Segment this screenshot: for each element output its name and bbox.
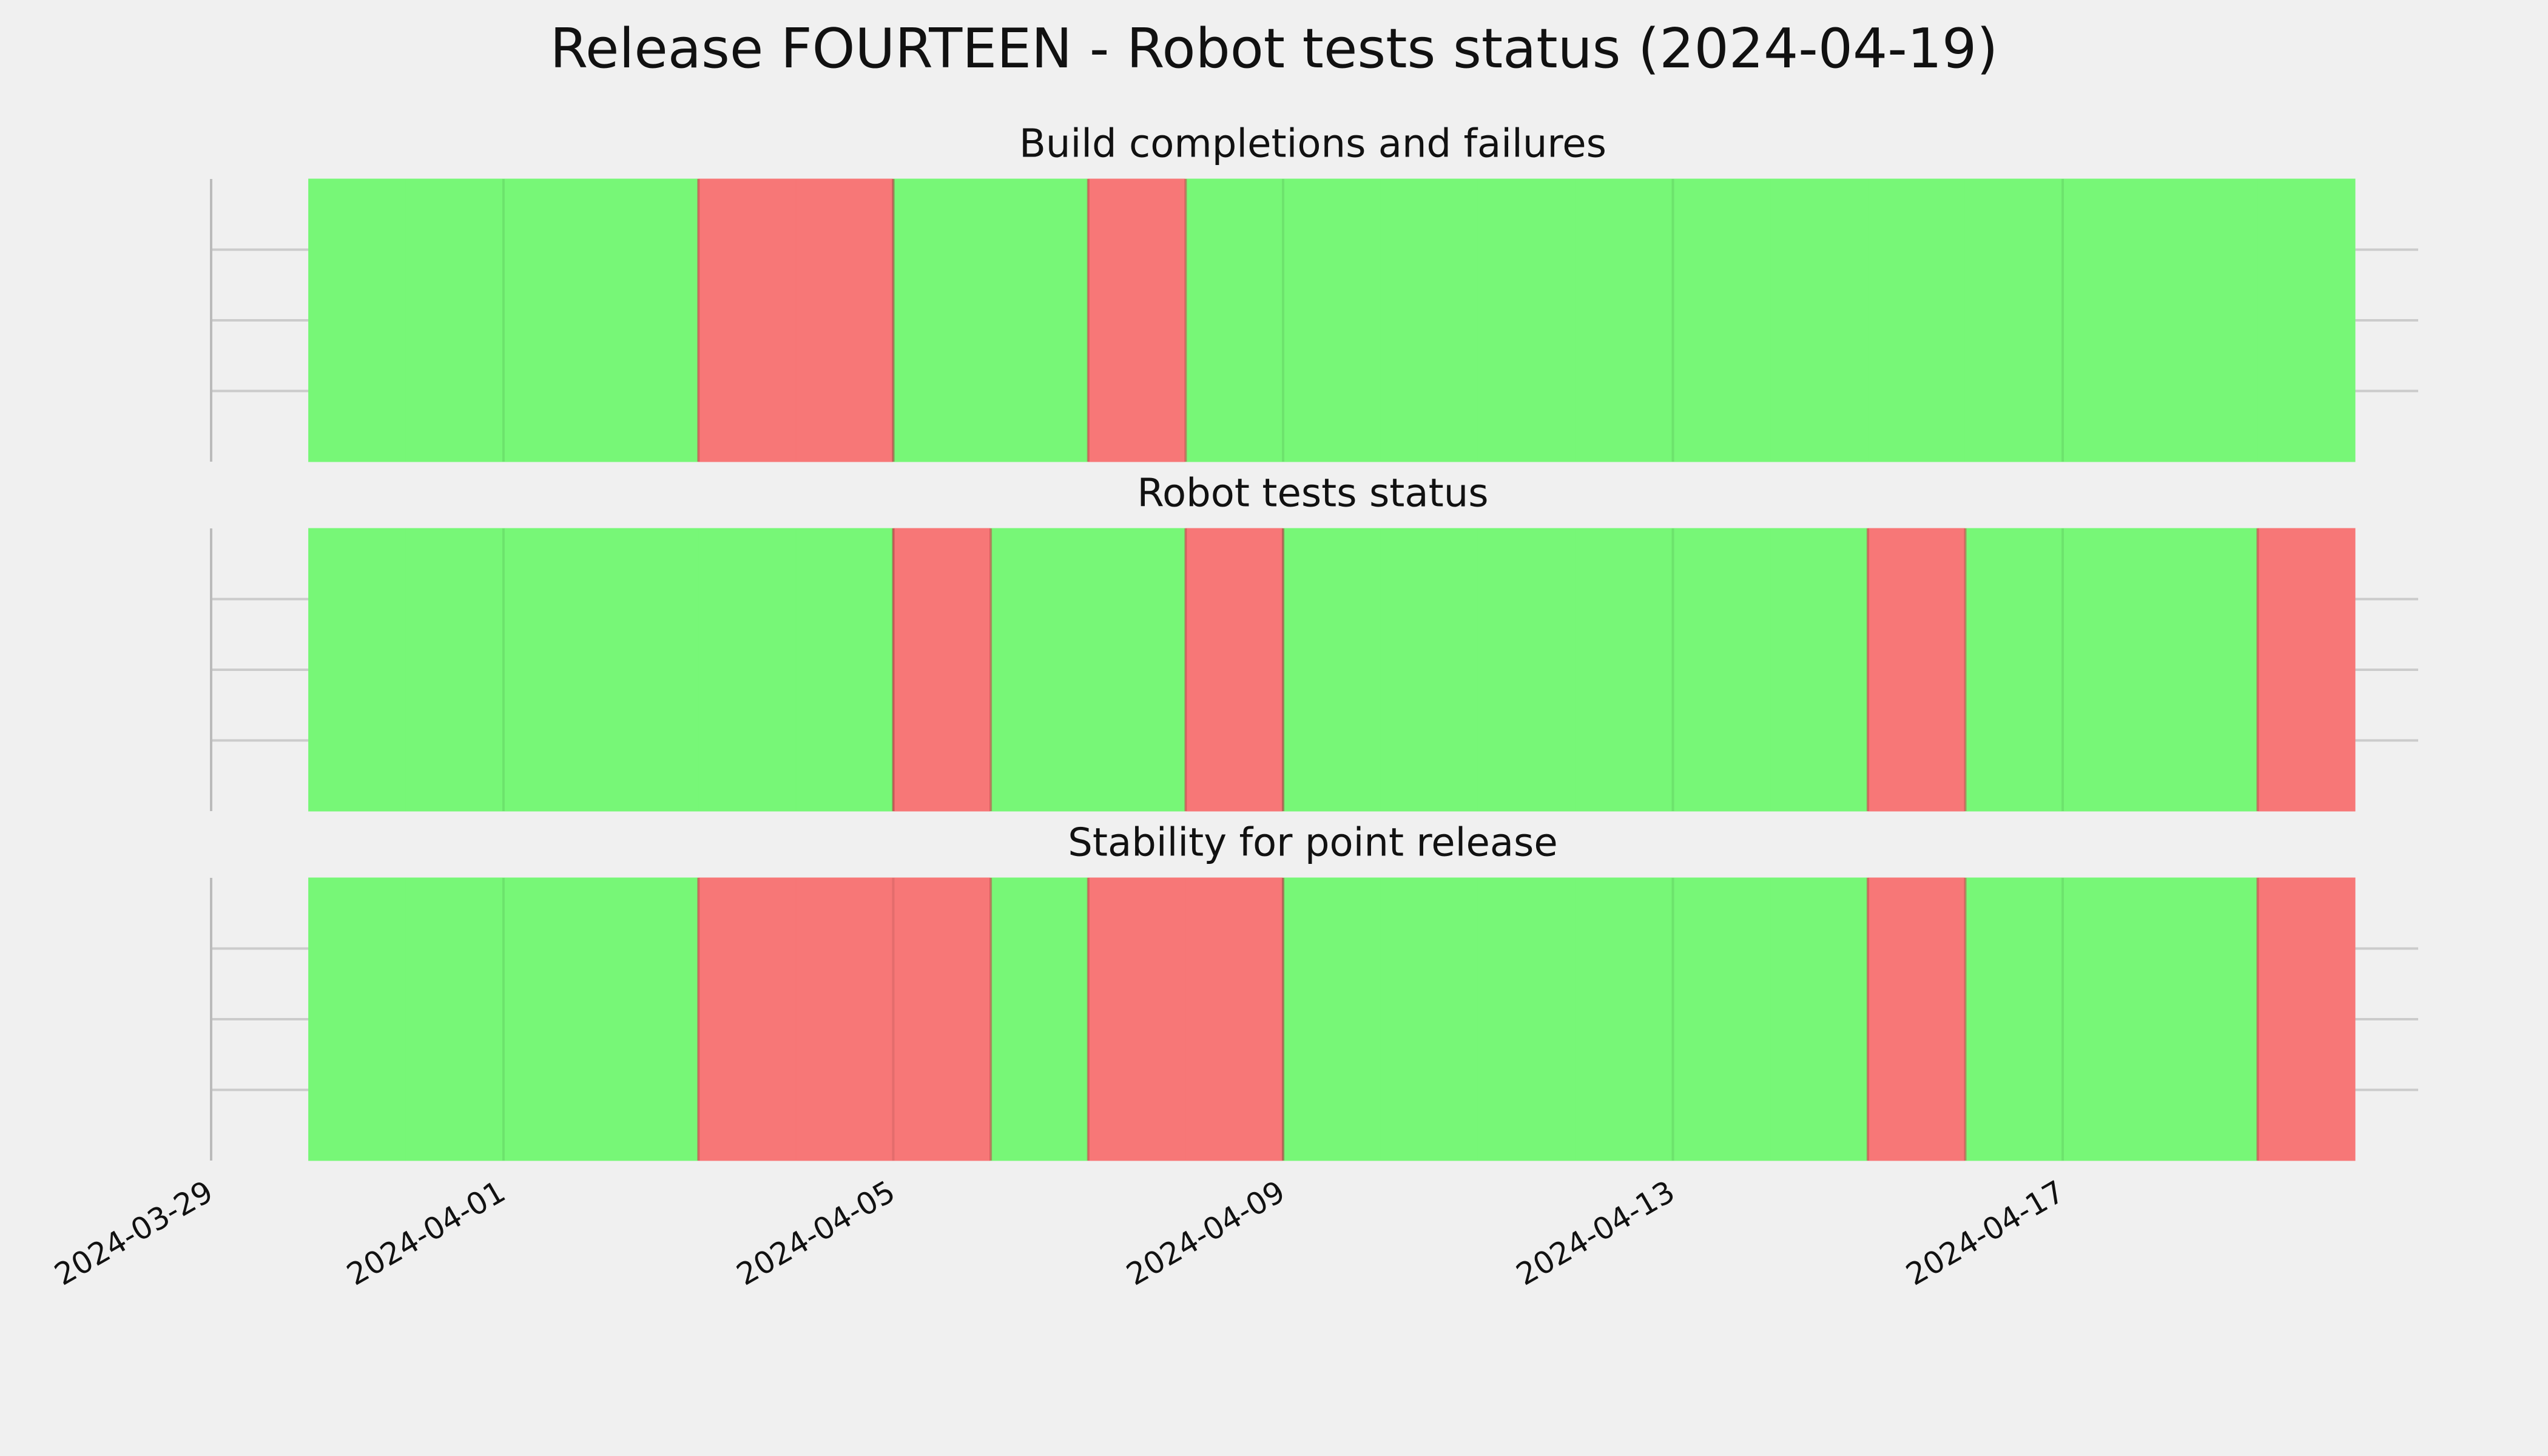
chart-title: Release FOURTEEN - Robot tests status (2… bbox=[550, 17, 1998, 81]
pass-bar bbox=[892, 178, 991, 462]
pass-bar bbox=[1964, 877, 2063, 1161]
fail-bar bbox=[1185, 877, 1284, 1161]
pass-bar bbox=[2160, 877, 2258, 1161]
pass-bar bbox=[1477, 877, 1576, 1161]
pass-bar bbox=[1673, 528, 1771, 812]
pass-bar bbox=[601, 877, 699, 1161]
pass-bar bbox=[405, 528, 504, 812]
fail-bar bbox=[1185, 528, 1284, 812]
pass-bar bbox=[308, 877, 406, 1161]
pass-bar bbox=[1673, 877, 1771, 1161]
pass-bar bbox=[990, 528, 1089, 812]
pass-bar bbox=[1575, 877, 1674, 1161]
pass-bar bbox=[2062, 877, 2161, 1161]
pass-bar bbox=[308, 528, 406, 812]
fail-bar bbox=[2257, 877, 2356, 1161]
fail-bar bbox=[1867, 877, 1966, 1161]
pass-bar bbox=[1867, 178, 1966, 462]
pass-bar bbox=[2160, 528, 2258, 812]
fail-bar bbox=[892, 528, 991, 812]
pass-bar bbox=[503, 877, 602, 1161]
pass-bar bbox=[698, 528, 797, 812]
pass-bar bbox=[601, 528, 699, 812]
fail-bar bbox=[698, 877, 797, 1161]
pass-bar bbox=[1477, 178, 1576, 462]
pass-bar bbox=[1770, 528, 1869, 812]
pass-bar bbox=[1282, 528, 1381, 812]
pass-bar bbox=[1673, 178, 1771, 462]
pass-bar bbox=[1088, 528, 1186, 812]
pass-bar bbox=[990, 178, 1089, 462]
fail-bar bbox=[698, 178, 797, 462]
pass-bar bbox=[1477, 528, 1576, 812]
pass-bar bbox=[1185, 178, 1284, 462]
panel-title: Build completions and failures bbox=[1019, 122, 1606, 167]
pass-bar bbox=[2062, 178, 2161, 462]
fail-bar bbox=[795, 877, 894, 1161]
pass-bar bbox=[1770, 178, 1869, 462]
pass-bar bbox=[1380, 877, 1478, 1161]
pass-bar bbox=[1282, 178, 1381, 462]
pass-bar bbox=[1380, 528, 1478, 812]
pass-bar bbox=[2257, 178, 2356, 462]
pass-bar bbox=[405, 178, 504, 462]
pass-bar bbox=[1575, 528, 1674, 812]
pass-bar bbox=[308, 178, 406, 462]
fail-bar bbox=[1867, 528, 1966, 812]
panel-title: Stability for point release bbox=[1068, 821, 1558, 866]
pass-bar bbox=[503, 178, 602, 462]
pass-bar bbox=[1380, 178, 1478, 462]
fail-bar bbox=[1088, 178, 1186, 462]
pass-bar bbox=[1575, 178, 1674, 462]
pass-bar bbox=[1964, 528, 2063, 812]
pass-bar bbox=[1964, 178, 2063, 462]
pass-bar bbox=[990, 877, 1089, 1161]
pass-bar bbox=[1770, 877, 1869, 1161]
fail-bar bbox=[795, 178, 894, 462]
fail-bar bbox=[892, 877, 991, 1161]
pass-bar bbox=[1282, 877, 1381, 1161]
pass-bar bbox=[405, 877, 504, 1161]
pass-bar bbox=[601, 178, 699, 462]
fail-bar bbox=[1088, 877, 1186, 1161]
pass-bar bbox=[503, 528, 602, 812]
pass-bar bbox=[2062, 528, 2161, 812]
panel-title: Robot tests status bbox=[1137, 471, 1488, 516]
fail-bar bbox=[2257, 528, 2356, 812]
pass-bar bbox=[2160, 178, 2258, 462]
pass-bar bbox=[795, 528, 894, 812]
